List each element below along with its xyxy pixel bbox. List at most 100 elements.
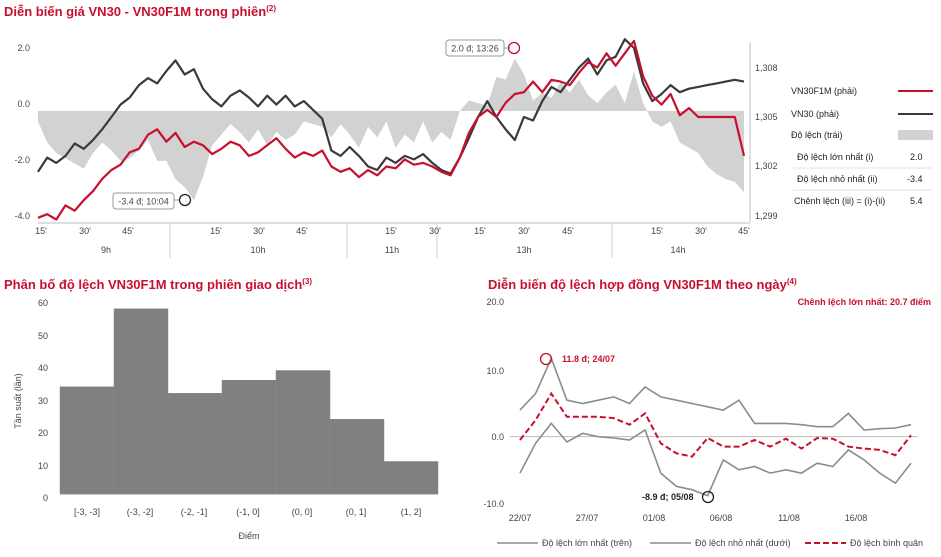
histogram-bar xyxy=(329,419,385,495)
stats-table: Độ lệch lớn nhất (i) 2.0 Độ lệch nhỏ nhấ… xyxy=(793,152,933,206)
x-minor-tick: 45' xyxy=(562,226,574,236)
hist-y-tick: 40 xyxy=(38,363,48,373)
left-tick: 2.0 xyxy=(17,43,30,53)
x-hour-labels: 9h 10h 11h 13h 14h xyxy=(101,245,686,255)
stat-min-label: Độ lệch nhỏ nhất (ii) xyxy=(797,174,878,184)
hist-y-tick: 60 xyxy=(38,298,48,308)
daily-x-tick: 01/08 xyxy=(643,513,666,523)
x-minor-tick: 45' xyxy=(122,226,134,236)
legend-mean-label: Độ lệch bình quân xyxy=(850,538,923,548)
stat-max-label: Độ lệch lớn nhất (i) xyxy=(797,152,873,162)
hist-x-tick: (1, 2] xyxy=(401,507,422,517)
daily-y-tick: -10.0 xyxy=(483,499,504,509)
x-minor-tick: 15' xyxy=(35,226,47,236)
x-minor-tick: 30' xyxy=(429,226,441,236)
spread-area-group xyxy=(38,58,744,201)
histogram-bar xyxy=(167,393,223,495)
right-tick: 1,299 xyxy=(755,211,778,221)
hist-y-tick: 30 xyxy=(38,396,48,406)
x-hour-tick: 11h xyxy=(385,245,399,255)
daily-y-tick: 10.0 xyxy=(486,366,504,376)
hist-y-tick: 0 xyxy=(43,493,48,503)
x-minor-labels: 15' 30' 45' 15' 30' 45' 15' 30' 15' 30' … xyxy=(35,226,750,236)
max-marker xyxy=(507,41,521,55)
spread-area xyxy=(38,58,744,201)
daily-x-ticks: 22/07 27/07 01/08 06/08 11/08 16/08 xyxy=(509,513,868,523)
legend-lower-label: Độ lệch nhỏ nhất (dưới) xyxy=(695,538,790,548)
x-hour-tick: 9h xyxy=(101,245,111,255)
stat-min-value: -3.4 xyxy=(907,174,923,184)
x-hour-tick: 14h xyxy=(670,245,685,255)
right-axis-labels: 1,308 1,305 1,302 1,299 xyxy=(755,63,778,221)
hist-y-tick: 20 xyxy=(38,428,48,438)
daily-subtitle: Chênh lệch lớn nhất: 20.7 điểm xyxy=(798,297,931,307)
histogram-bar xyxy=(221,380,277,495)
x-minor-tick: 45' xyxy=(296,226,308,236)
intraday-title: Diễn biến giá VN30 - VN30F1M trong phiên… xyxy=(4,4,276,19)
stat-diff-label: Chênh lệch (iii) = (i)-(ii) xyxy=(794,196,885,206)
histogram-bar xyxy=(113,308,169,495)
intraday-axes xyxy=(38,42,751,258)
stat-diff-value: 5.4 xyxy=(910,196,923,206)
hist-x-tick: (-1, 0] xyxy=(236,507,260,517)
x-hour-tick: 10h xyxy=(250,245,265,255)
hist-x-tick: [-3, -3] xyxy=(74,507,100,517)
legend-spread-label: Độ lệch (trái) xyxy=(791,130,843,140)
daily-y-ticks: 20.0 10.0 0.0 -10.0 xyxy=(483,297,504,509)
vn30f1m-line xyxy=(37,39,746,221)
histogram-chart: Phân bố độ lệch VN30F1M trong phiên giao… xyxy=(4,277,439,541)
hist-y-axis-title: Tần suất (lần) xyxy=(13,373,23,429)
histogram-bars xyxy=(59,308,439,495)
x-minor-tick: 30' xyxy=(79,226,91,236)
daily-y-tick: 0.0 xyxy=(491,432,504,442)
intraday-lines xyxy=(37,38,746,221)
hist-y-tick: 10 xyxy=(38,461,48,471)
right-tick: 1,305 xyxy=(755,112,778,122)
hist-x-tick: (0, 1] xyxy=(346,507,367,517)
min-spread-annotation: -3.4 đ; 10:04 xyxy=(112,192,192,210)
histogram-bar xyxy=(275,370,331,495)
histogram-y-ticks: 60 50 40 30 20 10 0 xyxy=(38,298,48,503)
x-minor-tick: 30' xyxy=(695,226,707,236)
left-tick: -2.0 xyxy=(14,155,30,165)
daily-y-tick: 20.0 xyxy=(486,297,504,307)
histogram-bar xyxy=(383,461,439,495)
min-callout-box xyxy=(112,192,175,210)
daily-upper-line xyxy=(519,356,912,431)
daily-annotations: 11.8 đ; 24/07 -8.9 đ; 05/08 xyxy=(539,352,715,504)
hist-x-tick: (-2, -1] xyxy=(181,507,208,517)
legend-upper-label: Độ lệch lớn nhất (trên) xyxy=(542,538,632,548)
hist-x-tick: (-3, -2] xyxy=(127,507,154,517)
daily-lines xyxy=(519,356,912,497)
legend-vn30-label: VN30 (phải) xyxy=(791,109,839,119)
right-tick: 1,308 xyxy=(755,63,778,73)
right-tick: 1,302 xyxy=(755,161,778,171)
left-tick: -4.0 xyxy=(14,211,30,221)
histogram-title: Phân bố độ lệch VN30F1M trong phiên giao… xyxy=(4,277,312,292)
daily-min-marker xyxy=(701,490,715,504)
daily-lower-line xyxy=(519,422,912,497)
daily-x-tick: 16/08 xyxy=(845,513,868,523)
daily-x-tick: 06/08 xyxy=(710,513,733,523)
histogram-x-ticks: [-3, -3] (-3, -2] (-2, -1] (-1, 0] (0, 0… xyxy=(74,507,421,517)
daily-title: Diễn biến độ lệch hợp đồng VN30F1M theo … xyxy=(488,277,797,292)
x-hour-tick: 13h xyxy=(516,245,531,255)
legend-vn30f1m-label: VN30F1M (phải) xyxy=(791,86,857,96)
stat-max-value: 2.0 xyxy=(910,152,923,162)
daily-x-tick: 22/07 xyxy=(509,513,532,523)
daily-min-label: -8.9 đ; 05/08 xyxy=(642,492,694,502)
daily-mean-line xyxy=(519,391,912,458)
intraday-chart: Diễn biến giá VN30 - VN30F1M trong phiên… xyxy=(4,4,933,258)
x-minor-tick: 30' xyxy=(518,226,530,236)
max-callout-text: 2.0 đ; 13:26 xyxy=(451,44,499,54)
x-minor-tick: 30' xyxy=(253,226,265,236)
max-spread-annotation: 2.0 đ; 13:26 xyxy=(445,39,521,57)
hist-x-tick: (0, 0] xyxy=(292,507,313,517)
daily-legend: Độ lệch lớn nhất (trên) Độ lệch nhỏ nhất… xyxy=(497,538,923,548)
x-minor-tick: 15' xyxy=(474,226,486,236)
hist-x-axis-title: Điểm xyxy=(238,531,259,541)
daily-max-marker xyxy=(539,352,553,366)
left-axis-labels: 2.0 0.0 -2.0 -4.0 xyxy=(14,43,30,221)
x-minor-tick: 45' xyxy=(738,226,750,236)
vn30-line xyxy=(37,38,745,175)
